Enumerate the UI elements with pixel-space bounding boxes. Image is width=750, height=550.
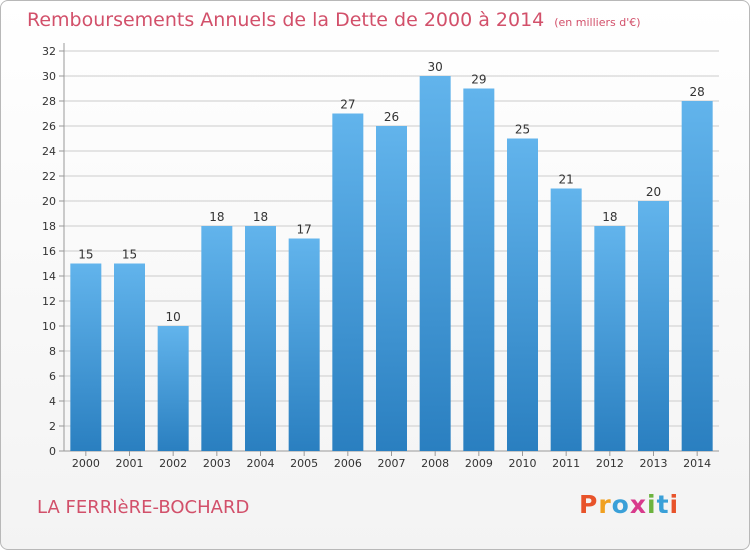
x-tick-label-2012: 2012 [596,457,624,470]
value-label-2006: 27 [340,98,355,112]
bars [70,76,713,451]
x-tick-label-2009: 2009 [465,457,493,470]
y-tick-label: 10 [42,320,56,333]
x-tick-label-2007: 2007 [378,457,406,470]
y-tick-label: 14 [42,270,56,283]
y-tick-label: 6 [49,370,56,383]
x-tick-label-2005: 2005 [290,457,318,470]
y-tick-label: 0 [49,445,56,458]
value-label-2010: 25 [515,123,530,137]
logo-letter: x [629,490,647,519]
bar-2008 [419,76,451,451]
commune-name: LA FERRIèRE-BOCHARD [37,497,250,518]
value-label-2003: 18 [209,210,224,224]
x-tick-label-2010: 2010 [509,457,537,470]
chart-unit: (en milliers d'€) [554,16,641,29]
y-tick-label: 28 [42,95,56,108]
bar-2002 [157,326,189,451]
labels: 0246810121416182022242628303215200015200… [42,45,711,470]
y-tick-label: 20 [42,195,56,208]
y-tick-label: 26 [42,120,56,133]
y-tick-label: 12 [42,295,56,308]
value-label-2011: 21 [559,173,574,187]
bar-2005 [288,238,320,451]
value-label-2000: 15 [78,248,93,262]
x-tick-label-2014: 2014 [683,457,711,470]
bar-2014 [681,101,713,451]
y-tick-label: 30 [42,70,56,83]
y-tick-label: 32 [42,45,56,58]
chart-header: Remboursements Annuels de la Dette de 20… [27,9,641,31]
bar-2012 [594,226,626,451]
x-tick-label-2003: 2003 [203,457,231,470]
value-label-2013: 20 [646,185,661,199]
x-tick-label-2006: 2006 [334,457,362,470]
bar-2000 [70,263,102,451]
bar-2003 [201,226,233,451]
value-label-2002: 10 [166,310,181,324]
logo-letter: i [669,490,680,519]
y-tick-label: 16 [42,245,56,258]
chart-title: Remboursements Annuels de la Dette de 20… [27,9,545,31]
y-tick-label: 4 [49,395,56,408]
value-label-2012: 18 [602,210,617,224]
value-label-2008: 30 [428,60,443,74]
x-tick-label-2001: 2001 [116,457,144,470]
value-label-2007: 26 [384,110,399,124]
bar-2007 [376,126,407,451]
x-tick-label-2011: 2011 [552,457,580,470]
bar-2006 [332,113,364,451]
bar-2001 [114,263,145,451]
bar-2013 [638,201,669,451]
value-label-2005: 17 [297,223,312,237]
logo-letter: o [611,490,630,519]
proxiti-logo: Proxiti [579,490,679,519]
value-label-2001: 15 [122,248,137,262]
bar-2011 [550,188,582,451]
x-tick-label-2008: 2008 [421,457,449,470]
y-tick-label: 22 [42,170,56,183]
logo-letter: r [598,490,612,519]
bar-2004 [245,226,276,451]
bar-2010 [507,138,538,451]
logo-letter: P [579,490,599,519]
y-tick-label: 24 [42,145,56,158]
x-tick-label-2002: 2002 [159,457,187,470]
value-label-2014: 28 [690,85,705,99]
x-tick-label-2013: 2013 [640,457,668,470]
bar-2009 [463,88,495,451]
y-tick-label: 8 [49,345,56,358]
value-label-2009: 29 [471,73,486,87]
y-tick-label: 2 [49,420,56,433]
x-tick-label-2004: 2004 [247,457,275,470]
y-tick-label: 18 [42,220,56,233]
x-tick-label-2000: 2000 [72,457,100,470]
logo-letter: t [656,490,670,519]
logo-letter: i [647,490,657,519]
value-label-2004: 18 [253,210,268,224]
